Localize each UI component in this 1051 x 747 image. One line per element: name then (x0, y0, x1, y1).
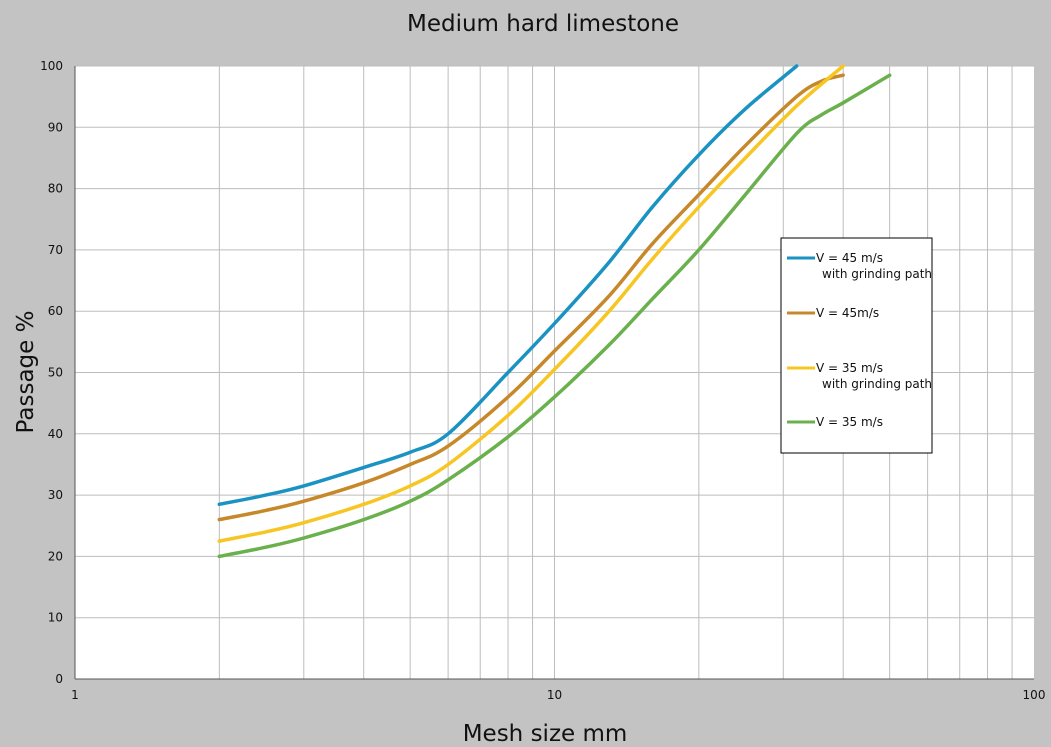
y-tick-label: 10 (48, 611, 63, 625)
y-tick-label: 80 (48, 182, 63, 196)
legend-label: V = 35 m/s with grinding path (816, 361, 932, 391)
y-tick-label: 40 (48, 427, 63, 441)
series-lines (217, 64, 892, 559)
x-axis-title: Mesh size mm (463, 721, 628, 747)
series-v35-grinding-path (217, 64, 845, 543)
axes (74, 66, 1034, 680)
y-tick-label: 100 (40, 59, 63, 73)
x-tick-label: 100 (1023, 688, 1046, 702)
y-axis-title: Passage % (13, 311, 39, 434)
series-v45-grinding-path (217, 64, 799, 507)
legend-label: V = 35 m/s (816, 415, 883, 429)
legend: V = 45 m/s with grinding path V = 45m/s V =… (780, 237, 933, 454)
x-tick-label: 10 (547, 688, 562, 702)
y-tick-label: 60 (48, 304, 63, 318)
y-tick-label: 0 (55, 672, 63, 686)
chart-title: Medium hard limestone (407, 11, 679, 37)
y-tick-label: 20 (48, 549, 63, 563)
y-tick-label: 30 (48, 488, 63, 502)
legend-label: V = 45m/s (816, 306, 879, 320)
legend-box (780, 237, 933, 454)
series-v35 (217, 73, 892, 559)
y-tick-label: 90 (48, 120, 63, 134)
x-tick-label: 1 (71, 688, 79, 702)
legend-label: V = 45 m/s with grinding path (816, 251, 932, 281)
y-tick-label: 70 (48, 243, 63, 257)
y-tick-label: 50 (48, 366, 63, 380)
series-v45 (217, 73, 845, 522)
